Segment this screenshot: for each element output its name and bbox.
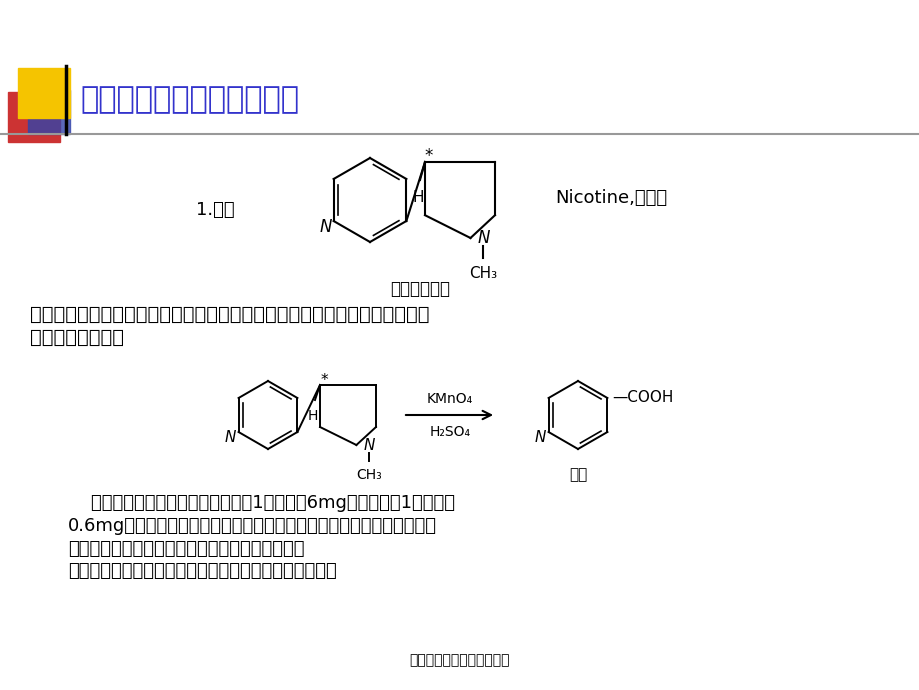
Text: CH₃: CH₃ <box>469 266 497 281</box>
Bar <box>8 92 60 142</box>
Text: N: N <box>477 229 489 247</box>
Text: N: N <box>534 431 546 446</box>
Bar <box>18 68 70 118</box>
Text: N: N <box>319 218 332 236</box>
Text: *: * <box>425 147 433 165</box>
Text: *: * <box>320 373 327 388</box>
Text: 烟碱为无色有旋光性液体，剧毒。1支香烟含6mg尼古丁。吸1支烟约有: 烟碱为无色有旋光性液体，剧毒。1支香烟含6mg尼古丁。吸1支烟约有 <box>68 494 455 512</box>
Text: 吡啶氢化吡咯: 吡啶氢化吡咯 <box>390 280 449 298</box>
Text: 烟酸: 烟酸 <box>568 467 586 482</box>
Text: 1.烟碱: 1.烟碱 <box>196 201 234 219</box>
Text: N: N <box>224 431 236 446</box>
Bar <box>28 90 70 134</box>
Text: 0.6mg尼古丁进入人体。尼古丁少量能刺激中枢神经系统，增高血压；大: 0.6mg尼古丁进入人体。尼古丁少量能刺激中枢神经系统，增高血压；大 <box>68 517 437 535</box>
Text: H: H <box>412 190 424 205</box>
Text: CH₃: CH₃ <box>357 468 382 482</box>
Text: KMnO₄: KMnO₄ <box>426 392 472 406</box>
Text: 而存在于烟草中。: 而存在于烟草中。 <box>30 328 124 347</box>
Text: H: H <box>308 409 318 423</box>
Text: —COOH: —COOH <box>612 391 673 406</box>
Text: 烟碱也可以用作农业杀虫剂，能杀灭蚜虫、蓟马、木虱。: 烟碱也可以用作农业杀虫剂，能杀灭蚜虫、蓟马、木虱。 <box>68 562 336 580</box>
Text: H₂SO₄: H₂SO₄ <box>429 425 470 439</box>
Text: 烟碱中含有十余种生物碱，烟碱是其中之一。烟碱和苹果酸及柠檬酸结合成盐: 烟碱中含有十余种生物碱，烟碱是其中之一。烟碱和苹果酸及柠檬酸结合成盐 <box>30 305 429 324</box>
Text: 量则能掏中枢神经系统，使呼吸停止，心脏麻痹。: 量则能掏中枢神经系统，使呼吸停止，心脏麻痹。 <box>68 540 304 558</box>
Text: N: N <box>363 437 374 453</box>
Text: Nicotine,尼古丁: Nicotine,尼古丁 <box>554 189 666 207</box>
Text: 四、介绍几种重要的生物碱: 四、介绍几种重要的生物碱 <box>80 86 299 115</box>
Text: 最新各种生物碱的提取方法: 最新各种生物碱的提取方法 <box>409 653 510 667</box>
